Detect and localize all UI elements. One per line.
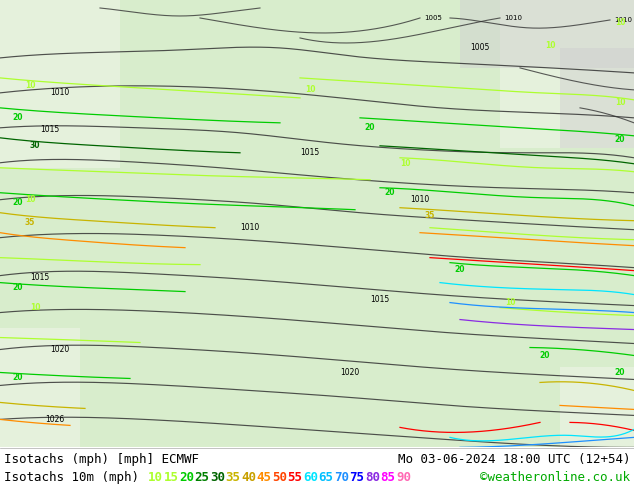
Text: 70: 70 [334,471,349,484]
Text: 10: 10 [615,98,625,107]
Text: 10: 10 [615,19,625,27]
Text: Isotachs (mph) [mph] ECMWF: Isotachs (mph) [mph] ECMWF [4,453,199,466]
Text: 75: 75 [349,471,365,484]
FancyBboxPatch shape [560,368,634,447]
Text: 20: 20 [13,113,23,122]
Text: 60: 60 [303,471,318,484]
Text: 35: 35 [226,471,240,484]
Text: 20: 20 [455,265,465,274]
Text: 35: 35 [425,211,435,220]
Text: 20: 20 [13,373,23,382]
Text: 1010: 1010 [614,17,632,23]
FancyBboxPatch shape [500,0,634,148]
Text: 1015: 1015 [41,125,60,134]
Text: 1026: 1026 [46,415,65,424]
Text: 10: 10 [25,81,36,90]
FancyBboxPatch shape [560,48,634,148]
Text: 20: 20 [13,198,23,207]
Text: 30: 30 [210,471,225,484]
Text: 20: 20 [179,471,194,484]
Text: 10: 10 [25,195,36,204]
FancyBboxPatch shape [0,0,120,168]
Text: 20: 20 [365,123,375,132]
Text: 25: 25 [195,471,209,484]
FancyBboxPatch shape [460,0,634,68]
Text: 50: 50 [272,471,287,484]
Text: 1005: 1005 [424,15,442,21]
Text: 20: 20 [540,351,550,360]
Text: 90: 90 [396,471,411,484]
Text: Mo 03-06-2024 18:00 UTC (12+54): Mo 03-06-2024 18:00 UTC (12+54) [398,453,630,466]
Text: 1010: 1010 [240,223,260,232]
Text: 10: 10 [505,298,515,307]
Text: 1010: 1010 [410,195,430,204]
Text: 1005: 1005 [470,44,489,52]
Text: 85: 85 [380,471,396,484]
Text: 20: 20 [385,188,395,197]
Text: 80: 80 [365,471,380,484]
Text: 10: 10 [305,85,315,95]
Text: 40: 40 [241,471,256,484]
Text: 55: 55 [287,471,302,484]
Text: 30: 30 [30,141,40,150]
Text: 1015: 1015 [370,295,390,304]
Text: 20: 20 [13,283,23,292]
Text: 35: 35 [25,218,36,227]
Text: 45: 45 [257,471,271,484]
Text: 1010: 1010 [50,88,70,98]
Text: 10: 10 [30,303,40,312]
FancyBboxPatch shape [0,0,634,447]
Text: 15: 15 [164,471,179,484]
Text: ©weatheronline.co.uk: ©weatheronline.co.uk [480,471,630,484]
Text: 10: 10 [400,159,410,168]
Text: 1010: 1010 [504,15,522,21]
Text: 1015: 1015 [301,148,320,157]
Text: 1020: 1020 [340,368,359,377]
Text: 1020: 1020 [50,345,70,354]
Text: 10: 10 [148,471,163,484]
Text: 1015: 1015 [30,273,49,282]
FancyBboxPatch shape [0,327,80,447]
Text: 65: 65 [318,471,333,484]
Text: 20: 20 [615,135,625,144]
Text: 20: 20 [615,368,625,377]
Text: Isotachs 10m (mph): Isotachs 10m (mph) [4,471,139,484]
Text: 10: 10 [545,42,555,50]
